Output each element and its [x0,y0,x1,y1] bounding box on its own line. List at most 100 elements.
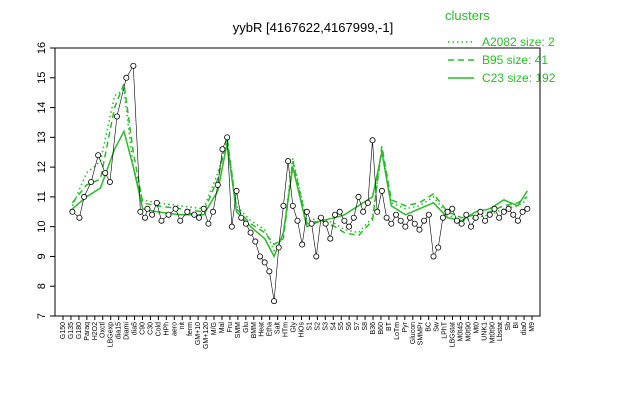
x-tick-label: B60 [378,322,385,335]
data-point [444,208,451,215]
data-point [144,205,151,212]
data-point [397,217,404,224]
data-point [378,187,385,194]
data-point [364,199,371,206]
x-tick-label: S2 [314,322,321,331]
x-tick-label: SMMPr [418,321,425,345]
points-connector [72,64,528,302]
data-point [153,199,160,206]
legend-entry: B95 size: 41 [482,53,548,67]
x-tick-label: Paraq [84,322,91,341]
chart-title: yybR [4167622,4167999,-1] [233,20,393,35]
data-point [346,223,353,230]
data-point [439,214,446,221]
data-point [191,211,198,218]
data-point [336,208,343,215]
x-tick-label: G150 [60,322,67,339]
data-point [510,211,517,218]
data-point [449,205,456,212]
data-point [205,220,212,227]
data-point [177,217,184,224]
data-point [350,214,357,221]
y-axis: 7 8 9 10 11 12 13 14 15 16 [36,42,55,319]
y-tick-label: 12 [36,161,48,173]
legend: clusters A2082 size: 2 B95 size: 41 C23 si… [445,8,556,85]
data-point [196,214,203,221]
x-tick-label: S7 [354,322,361,331]
y-tick-label: 15 [36,72,48,84]
data-point [137,208,144,215]
x-tick-label: aero [171,322,178,336]
data-point [95,152,102,159]
x-tick-label: LPhT [442,321,449,338]
data-point [252,238,259,245]
data-point [468,223,475,230]
data-point [486,211,493,218]
data-point [458,220,465,227]
data-point [172,205,179,212]
x-tick-label: dia5 [132,322,139,335]
y-tick-label: 13 [36,131,48,143]
data-point [425,211,432,218]
x-tick-label: Glucon [410,322,417,344]
x-tick-label: LBGexp [108,322,115,347]
x-tick-label: M9 [529,322,536,332]
y-tick-label: 11 [36,191,48,202]
data-point [435,244,442,251]
x-tick-label: M0t90 [465,322,472,342]
x-tick-label: M0t45 [457,322,464,342]
x-tick-label: B36 [370,322,377,335]
legend-entry: A2082 size: 2 [482,35,555,49]
data-point [360,208,367,215]
x-axis: G150 G135 G180 Paraq H2O2 Oxctl LBGexp dia15 Dia… [60,316,536,349]
data-point [332,211,339,218]
data-point [369,137,376,144]
x-tick-label: BC [426,322,433,332]
legend-entry: C23 size: 192 [482,71,556,85]
data-point [482,217,489,224]
data-point [266,268,273,275]
x-tick-label: G180 [76,322,83,339]
data-point [308,220,315,227]
data-point [280,202,287,209]
data-point [355,193,362,200]
x-tick-label: GM+120 [203,322,210,349]
x-tick-label: Mal [219,322,226,334]
data-point [383,214,390,221]
x-tick-label: BI [513,322,520,329]
x-tick-label: Mt0 [473,322,480,334]
x-tick-label: HPh [163,322,170,336]
data-point [219,146,226,153]
data-point [69,208,76,215]
data-point [317,214,324,221]
y-tick-label: 7 [36,313,48,319]
data-point [102,170,109,177]
data-point [123,74,130,81]
data-point [402,223,409,230]
x-tick-label: C90 [139,322,146,335]
data-point [491,205,498,212]
x-tick-label: S3 [322,322,329,331]
x-tick-label: dia0 [521,322,528,335]
x-tick-label: Cold [155,322,162,337]
x-tick-label: Lbstat [497,322,504,341]
data-point [214,181,221,188]
x-tick-label: HiOs [298,322,305,338]
x-tick-label: HTm [283,322,290,337]
data-point [519,208,526,215]
x-tick-label: BT [386,321,393,331]
data-point [228,223,235,230]
series-line-solid [71,129,528,259]
data-point [374,208,381,215]
y-tick-label: 14 [36,101,48,113]
data-point [113,113,120,120]
x-tick-label: S6 [346,322,353,331]
data-point [463,211,470,218]
x-tick-label: S4 [330,322,337,331]
x-tick-label: M/G [211,322,218,335]
data-point [322,220,329,227]
x-tick-label: Salt [275,322,282,334]
data-point [453,217,460,224]
data-point [421,217,428,224]
legend-title: clusters [445,8,490,23]
